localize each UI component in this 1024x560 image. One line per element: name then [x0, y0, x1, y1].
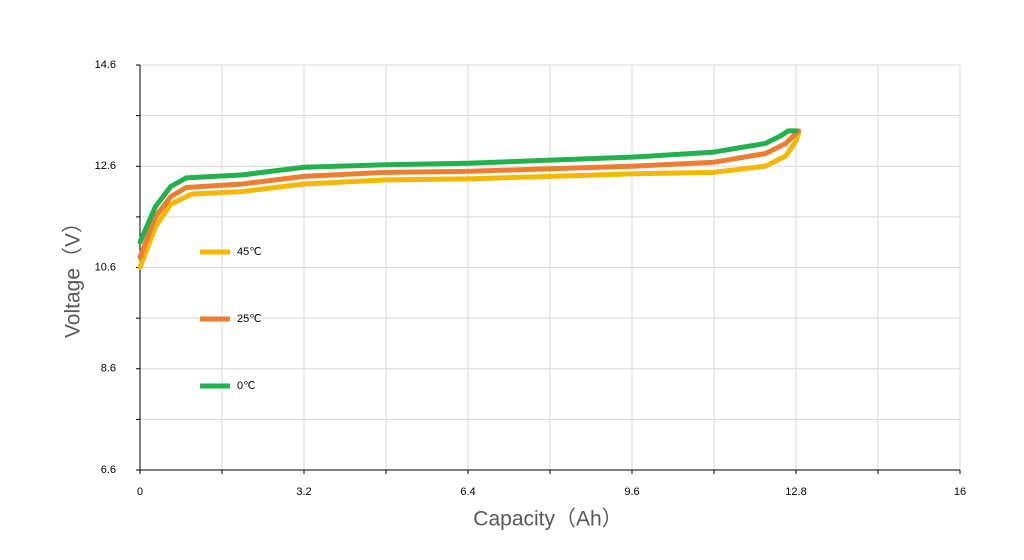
x-tick-label: 3.2	[296, 486, 311, 498]
legend-label: 0℃	[237, 380, 255, 392]
x-tick-label: 16	[954, 486, 966, 498]
x-tick-label: 12.8	[785, 486, 806, 498]
x-axis-title: Capacity（Ah）	[473, 508, 622, 531]
y-axis-title: Voltage（V）	[62, 212, 85, 338]
y-tick-label: 12.6	[95, 160, 116, 172]
y-tick-label: 6.6	[101, 464, 116, 476]
y-tick-label: 10.6	[95, 261, 116, 273]
x-tick-label: 9.6	[624, 486, 639, 498]
y-tick-label: 14.6	[95, 59, 116, 71]
data-line	[137, 128, 799, 245]
legend-label: 45℃	[237, 246, 262, 258]
legend-label: 25℃	[237, 313, 262, 325]
y-tick-label: 8.6	[101, 363, 116, 375]
x-tick-label: 6.4	[460, 486, 475, 498]
data-line	[137, 128, 802, 260]
x-tick-label: 0	[137, 486, 143, 498]
data-line	[137, 130, 802, 270]
